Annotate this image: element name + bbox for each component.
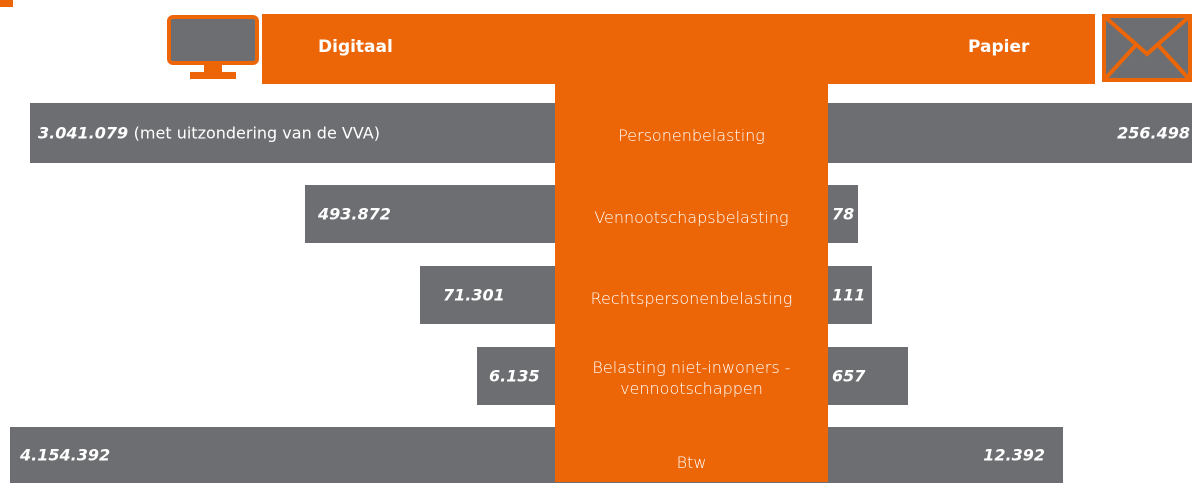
tax-label: Vennootschapsbelasting (594, 208, 789, 227)
tax-label: Belasting niet-inwoners - vennootschappe… (592, 358, 791, 398)
bar-row: 4.154.392 12.392 (10, 427, 1063, 483)
header-bar (262, 14, 1095, 84)
tax-label: Btw (676, 453, 707, 472)
header-digital: Digitaal (318, 37, 393, 57)
tax-label: Rechtspersonenbelasting (590, 289, 793, 308)
paper-value: 111 (832, 285, 866, 305)
center-column (555, 84, 828, 482)
note: (met uitzondering van de VVA) (133, 123, 380, 143)
digital-value: 4.154.392 (20, 445, 111, 465)
monitor-icon (167, 15, 259, 79)
paper-value: 78 (832, 204, 855, 224)
digital-value: 493.872 (318, 204, 391, 224)
envelope-icon (1102, 14, 1192, 82)
header-paper: Papier (968, 37, 1030, 57)
value: 3.041.079 (38, 123, 129, 143)
tax-label: Personenbelasting (618, 126, 765, 145)
digital-value: 3.041.079 (met uitzondering van de VVA) (38, 124, 380, 143)
corner-mark (0, 0, 13, 7)
digital-value: 71.301 (443, 285, 505, 305)
paper-value: 256.498 (1117, 123, 1190, 143)
digital-value: 6.135 (489, 366, 540, 386)
paper-value: 12.392 (983, 445, 1045, 465)
paper-value: 657 (832, 366, 866, 386)
